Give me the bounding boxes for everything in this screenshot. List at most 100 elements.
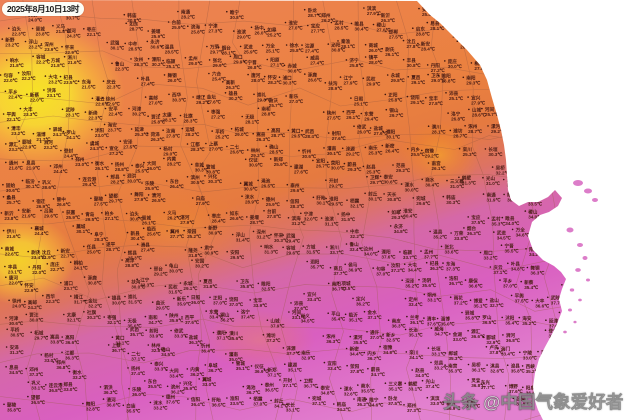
- svg-text:33.1℃: 33.1℃: [427, 297, 442, 303]
- svg-text:27.6℃: 27.6℃: [488, 45, 503, 51]
- svg-text:25.3℃: 25.3℃: [366, 169, 381, 175]
- svg-text:阳泉: 阳泉: [587, 177, 597, 184]
- svg-text:32.1℃: 32.1℃: [107, 319, 122, 325]
- svg-text:32.5℃: 32.5℃: [261, 286, 276, 292]
- svg-text:27.0℃: 27.0℃: [289, 98, 304, 104]
- svg-text:25.7℃: 25.7℃: [607, 31, 622, 37]
- svg-text:30.6℃: 30.6℃: [150, 44, 165, 50]
- svg-text:28.2℃: 28.2℃: [181, 14, 196, 20]
- svg-text:36.2℃: 36.2℃: [356, 301, 371, 307]
- svg-text:26.8℃: 26.8℃: [442, 78, 457, 84]
- svg-text:31.3℃: 31.3℃: [264, 248, 279, 254]
- svg-text:沽源: 沽源: [547, 230, 557, 237]
- svg-text:侯马: 侯马: [609, 58, 619, 65]
- svg-text:25.1℃: 25.1℃: [354, 100, 369, 106]
- svg-text:25.7℃: 25.7℃: [269, 102, 284, 108]
- svg-text:27.0℃: 27.0℃: [486, 17, 501, 23]
- svg-text:29.9℃: 29.9℃: [233, 59, 248, 65]
- svg-text:26.0℃: 26.0℃: [147, 165, 162, 171]
- svg-text:37.1℃: 37.1℃: [612, 300, 627, 306]
- svg-text:27.8℃: 27.8℃: [429, 100, 444, 106]
- svg-text:25.1℃: 25.1℃: [449, 95, 464, 101]
- svg-text:37.1℃: 37.1℃: [312, 400, 327, 406]
- svg-text:36.3℃: 36.3℃: [467, 230, 482, 236]
- svg-text:29.1℃: 29.1℃: [183, 285, 198, 291]
- svg-text:30.3℃: 30.3℃: [612, 146, 627, 152]
- svg-text:金水: 金水: [561, 110, 572, 117]
- svg-text:22.7℃: 22.7℃: [50, 266, 65, 272]
- svg-text:37.7℃: 37.7℃: [551, 300, 566, 306]
- svg-text:邯郸: 邯郸: [567, 206, 577, 213]
- svg-text:32.1℃: 32.1℃: [531, 183, 546, 189]
- svg-text:37.6℃: 37.6℃: [381, 254, 396, 260]
- svg-text:25.0℃: 25.0℃: [87, 249, 102, 255]
- svg-text:33.2℃: 33.2℃: [73, 374, 88, 380]
- svg-text:22.1℃: 22.1℃: [87, 31, 102, 37]
- svg-text:灵宝: 灵宝: [507, 177, 517, 184]
- svg-text:27.7℃: 27.7℃: [311, 28, 326, 34]
- svg-text:28.7℃: 28.7℃: [250, 219, 265, 225]
- svg-text:30.9℃: 30.9℃: [204, 250, 219, 256]
- svg-text:27.6℃: 27.6℃: [294, 169, 309, 175]
- svg-text:28.8℃: 28.8℃: [115, 166, 130, 172]
- svg-text:梁园: 梁园: [606, 26, 617, 33]
- svg-text:37.1℃: 37.1℃: [283, 382, 298, 388]
- svg-text:35.3℃: 35.3℃: [449, 355, 464, 361]
- svg-text:22.3℃: 22.3℃: [107, 83, 122, 89]
- svg-text:21.9℃: 21.9℃: [26, 164, 41, 170]
- svg-text:37.2℃: 37.2℃: [454, 299, 469, 305]
- svg-text:赤城: 赤城: [545, 247, 555, 254]
- svg-text:21.8℃: 21.8℃: [9, 165, 24, 171]
- svg-text:31.1℃: 31.1℃: [325, 220, 340, 226]
- svg-text:26.5℃: 26.5℃: [261, 183, 276, 189]
- svg-text:35.4℃: 35.4℃: [610, 233, 625, 239]
- svg-text:35.2℃: 35.2℃: [526, 368, 541, 374]
- svg-text:26.1℃: 26.1℃: [385, 51, 400, 57]
- svg-text:30.9℃: 30.9℃: [244, 185, 259, 191]
- svg-text:37.9℃: 37.9℃: [270, 322, 285, 328]
- svg-text:33.1℃: 33.1℃: [586, 268, 601, 274]
- svg-text:28.0℃: 28.0℃: [369, 59, 384, 65]
- svg-text:33.7℃: 33.7℃: [330, 249, 345, 255]
- svg-text:26.6℃: 26.6℃: [57, 201, 72, 207]
- svg-text:22.4℃: 22.4℃: [109, 111, 124, 117]
- svg-text:28.1℃: 28.1℃: [430, 25, 445, 31]
- svg-text:33.7℃: 33.7℃: [403, 254, 418, 260]
- svg-text:28.6℃: 28.6℃: [42, 184, 57, 190]
- svg-text:27.5℃: 27.5℃: [327, 114, 342, 120]
- svg-text:30.2℃: 30.2℃: [588, 144, 603, 150]
- svg-text:37.0℃: 37.0℃: [376, 270, 391, 276]
- svg-text:23.2℃: 23.2℃: [44, 144, 59, 150]
- svg-text:22.0℃: 22.0℃: [4, 77, 19, 83]
- svg-text:25.7℃: 25.7℃: [485, 111, 500, 117]
- svg-text:31.4℃: 31.4℃: [236, 237, 251, 243]
- svg-text:35.6℃: 35.6℃: [610, 166, 625, 172]
- svg-text:31.8℃: 31.8℃: [188, 252, 203, 258]
- svg-text:33.4℃: 33.4℃: [610, 335, 625, 341]
- svg-text:27.0℃: 27.0℃: [474, 65, 489, 71]
- svg-text:27.0℃: 27.0℃: [209, 146, 224, 152]
- svg-text:朔州: 朔州: [528, 95, 538, 102]
- svg-text:高淳: 高淳: [489, 59, 499, 66]
- svg-text:30.8℃: 30.8℃: [407, 62, 422, 68]
- svg-text:六合: 六合: [586, 263, 596, 270]
- svg-text:25.8℃: 25.8℃: [290, 47, 305, 53]
- svg-text:27.8℃: 27.8℃: [166, 132, 181, 138]
- svg-text:36.9℃: 36.9℃: [348, 267, 363, 273]
- svg-text:33.4℃: 33.4℃: [307, 296, 322, 302]
- svg-text:25.1℃: 25.1℃: [266, 48, 281, 54]
- svg-text:康保: 康保: [582, 74, 592, 81]
- svg-text:安国: 安国: [555, 54, 565, 61]
- svg-text:21.8℃: 21.8℃: [51, 62, 66, 68]
- svg-text:34.8℃: 34.8℃: [321, 390, 336, 396]
- svg-text:25.8℃: 25.8℃: [521, 110, 536, 116]
- svg-text:36.5℃: 36.5℃: [580, 322, 595, 328]
- svg-text:37.4℃: 37.4℃: [536, 231, 551, 237]
- svg-text:25.4℃: 25.4℃: [212, 76, 227, 82]
- svg-text:25.9℃: 25.9℃: [172, 24, 187, 30]
- svg-text:33.1℃: 33.1℃: [431, 350, 446, 356]
- svg-text:30.0℃: 30.0℃: [127, 177, 142, 183]
- svg-text:临沂: 临沂: [541, 108, 551, 115]
- svg-text:西峡: 西峡: [549, 164, 559, 171]
- svg-text:26.6℃: 26.6℃: [552, 34, 567, 40]
